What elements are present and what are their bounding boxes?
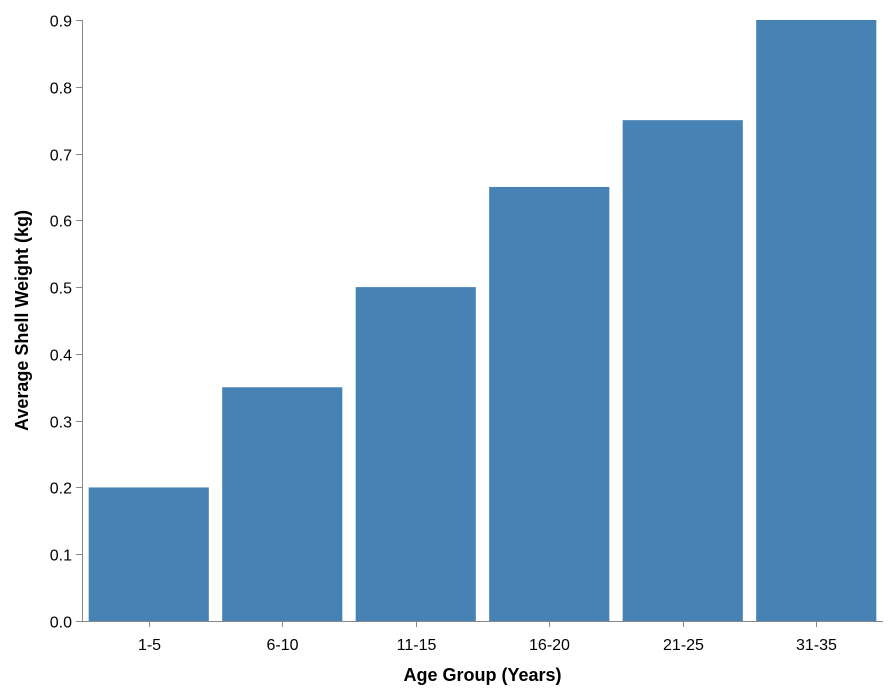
y-tick-label: 0.8 xyxy=(50,81,72,98)
y-tick-label: 0.1 xyxy=(50,548,72,565)
bar-21-25 xyxy=(622,120,743,622)
x-tick-label: 6-10 xyxy=(266,637,298,654)
y-axis-title: Average Shell Weight (kg) xyxy=(12,210,32,431)
y-tick-label: 0.2 xyxy=(50,481,72,498)
y-tick-label: 0.9 xyxy=(50,14,72,31)
bar-31-35 xyxy=(756,20,877,621)
x-tick-label: 21-25 xyxy=(663,637,704,654)
y-tick-label: 0.4 xyxy=(50,348,72,365)
x-axis: 1-5 6-10 11-15 16-20 21-25 31-35 xyxy=(82,621,883,654)
y-tick-label: 0.3 xyxy=(50,415,72,432)
bar-1-5 xyxy=(88,487,209,621)
bar-6-10 xyxy=(222,387,343,621)
y-tick-label: 0.6 xyxy=(50,214,72,231)
x-tick-label: 11-15 xyxy=(397,637,437,654)
x-tick-label: 31-35 xyxy=(796,637,837,654)
bar-16-20 xyxy=(489,186,610,621)
x-axis-title: Age Group (Years) xyxy=(403,665,561,685)
y-tick-label: 0.0 xyxy=(50,615,72,632)
x-tick-label: 16-20 xyxy=(529,637,570,654)
y-tick-label: 0.7 xyxy=(50,148,72,165)
bars-group xyxy=(88,20,877,622)
x-tick-label: 1-5 xyxy=(138,637,161,654)
y-tick-label: 0.5 xyxy=(50,281,72,298)
bar-11-15 xyxy=(355,287,476,621)
y-axis: 0.0 0.1 0.2 0.3 0.4 0.5 0.6 0.7 0.8 0.9 xyxy=(50,14,83,632)
